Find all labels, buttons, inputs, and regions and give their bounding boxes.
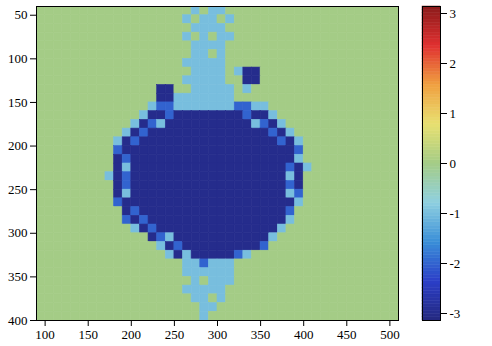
svg-text:250: 250 bbox=[8, 182, 28, 197]
svg-text:400: 400 bbox=[294, 327, 314, 342]
svg-text:-2: -2 bbox=[450, 256, 461, 271]
svg-text:100: 100 bbox=[8, 51, 28, 66]
svg-text:150: 150 bbox=[78, 327, 98, 342]
svg-text:450: 450 bbox=[337, 327, 357, 342]
svg-text:350: 350 bbox=[8, 269, 28, 284]
svg-text:500: 500 bbox=[380, 327, 400, 342]
svg-text:300: 300 bbox=[8, 225, 28, 240]
svg-text:-1: -1 bbox=[450, 206, 461, 221]
svg-text:400: 400 bbox=[8, 313, 28, 328]
svg-text:1: 1 bbox=[450, 106, 457, 121]
svg-text:250: 250 bbox=[165, 327, 185, 342]
svg-text:150: 150 bbox=[8, 95, 28, 110]
svg-text:300: 300 bbox=[208, 327, 228, 342]
svg-text:100: 100 bbox=[35, 327, 55, 342]
svg-text:-3: -3 bbox=[450, 306, 461, 321]
svg-text:200: 200 bbox=[122, 327, 142, 342]
svg-text:50: 50 bbox=[15, 7, 28, 22]
svg-text:200: 200 bbox=[8, 138, 28, 153]
svg-text:350: 350 bbox=[251, 327, 271, 342]
svg-text:2: 2 bbox=[450, 56, 457, 71]
svg-text:3: 3 bbox=[450, 6, 457, 21]
svg-text:0: 0 bbox=[450, 156, 457, 171]
